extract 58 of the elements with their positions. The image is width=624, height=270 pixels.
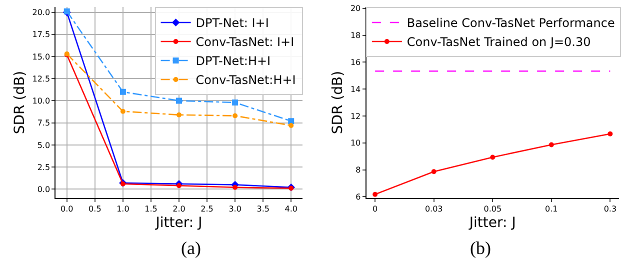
x-tick-label: 4.0 [284,204,298,214]
x-tick-label: 1.5 [144,204,158,214]
x-tick-label: 2.0 [172,204,186,214]
y-tick-label: 0.0 [37,184,50,194]
y-tick-label: 17.5 [32,30,50,40]
y-axis-title: SDR (dB) [330,70,346,134]
point [120,88,126,95]
point [431,169,436,174]
text: (b) [470,238,491,258]
legend-label: Conv-TasNet Trained on J=0.30 [406,35,591,50]
x-tick-label: 0.1 [545,204,558,214]
x-tick-label: 3.5 [256,204,270,214]
y-tick-label: 6 [356,192,361,202]
text: (a) [181,238,201,258]
y-tick-label: 12 [350,112,361,121]
x-axis-title: Jitter: J [154,214,202,231]
point [232,100,238,106]
y-tick-label: 20 [350,4,361,14]
y-tick-label: 18 [350,31,361,40]
legend-label: DPT-Net:H+I [196,54,271,68]
y-axis-title: SDR (dB) [12,70,28,134]
point [176,183,182,188]
point [288,122,294,128]
point [176,98,182,104]
y-tick-label: 12.5 [32,74,50,84]
legend-label: DPT-Net: I+I [196,16,269,30]
y-tick-label: 8 [356,166,361,175]
point [548,142,554,148]
point [232,184,238,190]
x-tick-label: 3.0 [228,204,242,214]
y-tick-label: 15.0 [32,52,50,62]
y-tick-label: 14 [350,84,361,94]
point [176,112,182,118]
legend-label: Conv-TasNet:H+I [196,73,296,88]
x-tick-label: 1.0 [116,204,130,214]
point [288,118,294,124]
y-tick-label: 2.5 [37,162,50,172]
y-tick-label: 20.0 [32,8,50,18]
legend-label: Baseline Conv-TasNet Performance [406,16,615,30]
point [372,192,378,197]
y-tick-label: 16 [350,58,361,67]
x-tick-label: 0.05 [484,204,502,214]
x-tick-label: 0.3 [604,204,617,214]
point [232,113,238,118]
x-axis-title: Jitter: J [468,214,516,231]
y-tick-label: 10 [350,138,361,148]
point [490,154,496,160]
y-tick-label: 7.5 [37,118,50,128]
x-tick-label: 0 [372,204,378,214]
point [120,108,126,114]
y-tick-label: 10.0 [32,96,50,106]
x-tick-label: 0.5 [88,204,102,214]
y-tick-label: 5.0 [37,140,50,150]
x-tick-label: 0.03 [424,204,443,214]
point [608,131,613,136]
legend-label: Conv-TasNet: I+I [196,35,294,50]
x-tick-label: 0.0 [60,204,74,214]
x-tick-label: 2.5 [200,204,214,214]
